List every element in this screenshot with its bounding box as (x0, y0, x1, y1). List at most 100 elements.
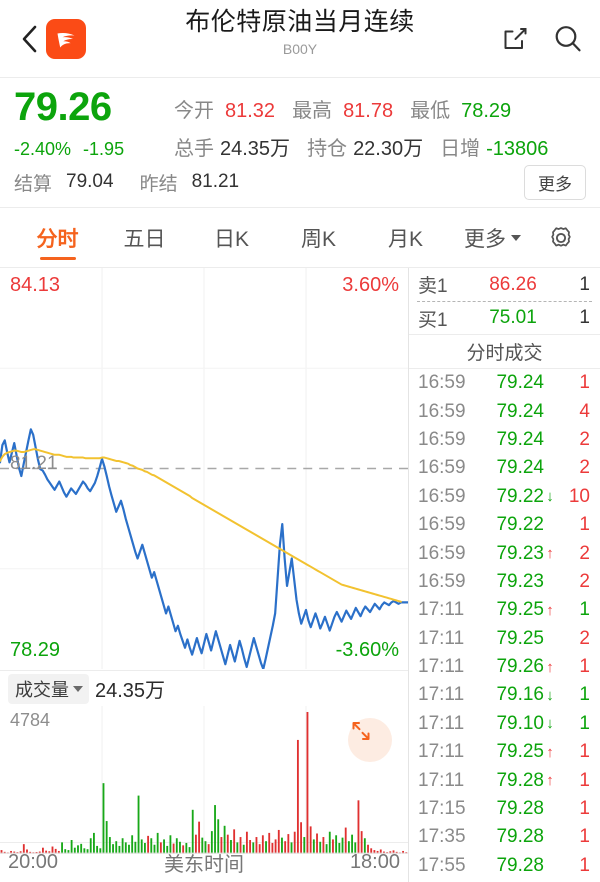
settlement-value: 79.04 (66, 171, 114, 192)
tick-row[interactable]: 17:15 79.28 1 (409, 795, 600, 823)
tick-quantity: 2 (579, 457, 590, 479)
tick-row[interactable]: 17:11 79.16 ↓ 1 (409, 681, 600, 709)
tick-quantity: 1 (579, 798, 590, 820)
tick-list[interactable]: 16:59 79.24 1 16:59 79.24 4 16:59 79.24 2 16:59 79… (409, 369, 600, 882)
tick-price-cell: 79.28 ↑ (476, 770, 558, 792)
tick-price: 79.28 (496, 769, 544, 791)
back-button[interactable] (16, 19, 44, 59)
app-logo-icon[interactable] (46, 18, 86, 59)
price-chart-canvas (0, 268, 408, 670)
tick-row[interactable]: 16:59 79.22 ↓ 10 (409, 483, 600, 511)
bid-row[interactable]: 买1 75.01 1 (409, 302, 600, 335)
prev-settlement-value: 81.21 (191, 171, 240, 192)
tick-time: 16:59 (418, 514, 466, 536)
change-block: -2.40% -1.95 (14, 139, 174, 160)
tick-row[interactable]: 17:35 79.28 1 (409, 823, 600, 851)
tick-quantity: 2 (579, 428, 590, 450)
tick-row[interactable]: 17:11 79.25 ↑ 1 (409, 596, 600, 624)
tick-row[interactable]: 16:59 79.24 1 (409, 369, 600, 397)
tick-row[interactable]: 17:11 79.10 ↓ 1 (409, 710, 600, 738)
tab-monthly-k[interactable]: 月K (362, 208, 449, 267)
tick-price-cell: 79.10 ↓ (476, 713, 558, 735)
tick-quantity: 1 (579, 854, 590, 876)
tab-weekly-k[interactable]: 周K (275, 208, 362, 267)
tick-price: 79.28 (496, 854, 544, 876)
intraday-price-chart[interactable]: 84.13 3.60% 81.21 78.29 -3.60% (0, 268, 408, 670)
ask-price: 86.26 (489, 273, 537, 295)
day-increase-label: 日增 (440, 138, 481, 160)
tick-row[interactable]: 16:59 79.23 2 (409, 568, 600, 596)
low-value: 78.29 (461, 100, 512, 122)
x-axis-end: 18:00 (349, 851, 400, 873)
tick-price: 79.22 (496, 485, 544, 507)
tick-row[interactable]: 16:59 79.24 2 (409, 426, 600, 454)
change-percent: -2.40% (14, 139, 72, 159)
share-button[interactable] (500, 24, 530, 54)
volume-chart[interactable]: 4784 (0, 706, 408, 854)
tick-row[interactable]: 17:11 79.26 ↑ 1 (409, 653, 600, 681)
tick-quantity: 1 (579, 741, 590, 763)
ask-label: 卖1 (418, 276, 448, 297)
tick-row[interactable]: 16:59 79.22 1 (409, 511, 600, 539)
tick-row[interactable]: 16:59 79.24 4 (409, 397, 600, 425)
tick-price-cell: 79.24 (476, 401, 558, 423)
tick-time: 16:59 (418, 457, 466, 479)
tab-five-day[interactable]: 五日 (101, 208, 188, 267)
tick-time: 17:35 (418, 826, 466, 848)
tick-price: 79.28 (496, 826, 544, 848)
chevron-down-icon (73, 685, 83, 692)
price-axis-high: 84.13 (10, 274, 61, 296)
gear-icon (551, 226, 571, 247)
quote-stats-row-1: 今开 81.32 最高 81.78 最低 78.29 (174, 84, 586, 123)
open-label: 今开 (174, 100, 214, 122)
more-quote-button[interactable]: 更多 (524, 164, 586, 200)
tick-row[interactable]: 17:11 79.28 ↑ 1 (409, 766, 600, 794)
high-label: 最高 (292, 100, 333, 122)
tick-quantity: 1 (579, 826, 590, 848)
arrow-down-icon: ↓ (546, 715, 554, 733)
orderbook-and-ticks-column: 卖1 86.26 1 买1 75.01 1 分时成交 16:59 79.24 1 16… (409, 268, 600, 882)
chart-and-ticks: 84.13 3.60% 81.21 78.29 -3.60% 成交量 24.35… (0, 268, 600, 882)
tick-price-cell: 79.28 (476, 855, 558, 877)
tick-row[interactable]: 17:11 79.25 ↑ 1 (409, 738, 600, 766)
tick-row[interactable]: 17:11 79.25 2 (409, 625, 600, 653)
tick-price: 79.16 (496, 684, 544, 706)
tick-price-cell: 79.22 ↓ (476, 486, 558, 508)
tick-quantity: 1 (579, 769, 590, 791)
search-button[interactable] (552, 23, 584, 55)
arrow-up-icon: ↑ (546, 545, 554, 563)
chart-x-axis: 20:00 美东时间 18:00 (0, 842, 408, 882)
arrow-down-icon: ↓ (546, 488, 554, 506)
tick-row[interactable]: 16:59 79.24 2 (409, 454, 600, 482)
tick-quantity: 4 (579, 400, 590, 422)
tick-row[interactable]: 17:55 79.28 1 (409, 852, 600, 880)
tick-time: 17:15 (418, 798, 466, 820)
tab-more[interactable]: 更多 (449, 208, 536, 267)
search-icon (555, 25, 581, 51)
volume-chart-canvas (0, 706, 408, 854)
tick-time: 16:59 (418, 485, 466, 507)
tick-price-cell: 79.24 (476, 372, 558, 394)
tick-quantity: 1 (579, 656, 590, 678)
day-increase-value: -13806 (486, 138, 549, 160)
tab-daily-k[interactable]: 日K (188, 208, 275, 267)
ask-row[interactable]: 卖1 86.26 1 (409, 268, 600, 301)
chart-settings-button[interactable] (536, 223, 586, 253)
quote-panel: 79.26 今开 81.32 最高 81.78 最低 78.29 -2.40% … (0, 78, 600, 208)
tick-price: 79.28 (496, 798, 544, 820)
last-price: 79.26 (14, 85, 112, 129)
tick-price-cell: 79.16 ↓ (476, 684, 558, 706)
volume-indicator-selector[interactable]: 成交量 (8, 673, 89, 704)
settlement-label: 结算 (14, 173, 53, 195)
tick-time: 16:59 (418, 542, 466, 564)
order-book: 卖1 86.26 1 买1 75.01 1 分时成交 (409, 268, 600, 369)
tick-price-cell: 79.28 (476, 798, 558, 820)
expand-chart-button[interactable] (348, 718, 392, 762)
arrow-up-icon: ↑ (546, 658, 554, 676)
x-axis-start: 20:00 (8, 851, 59, 873)
tick-price: 79.24 (496, 400, 544, 422)
tick-row[interactable]: 16:59 79.23 ↑ 2 (409, 539, 600, 567)
tab-label: 月K (387, 227, 423, 251)
tab-intraday[interactable]: 分时 (14, 208, 101, 267)
